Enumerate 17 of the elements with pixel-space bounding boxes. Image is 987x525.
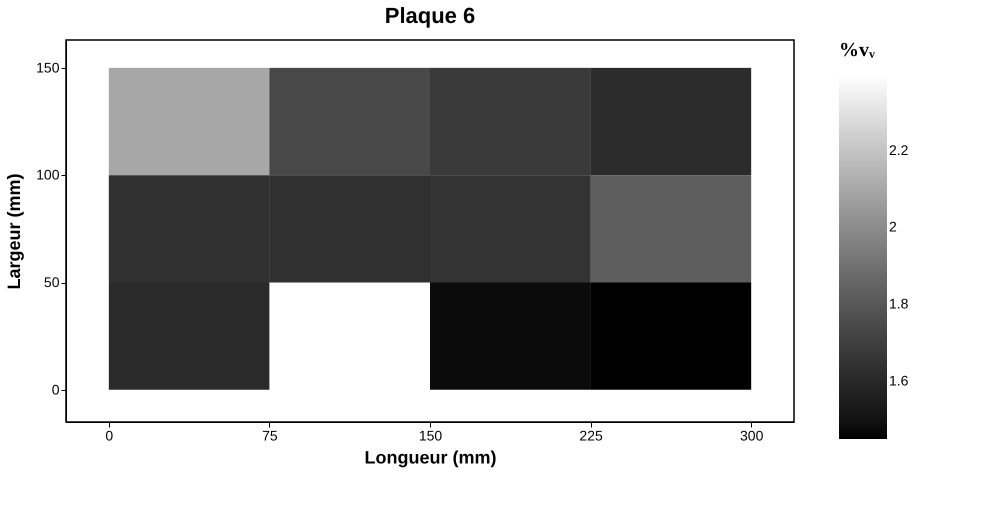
y-tick-label: 100: [36, 166, 60, 183]
color-bar-title: %vᵥ: [839, 39, 875, 61]
x-axis-title: Longueur (mm): [364, 448, 496, 468]
y-tick-label: 0: [52, 381, 60, 398]
y-axis-title: Largeur (mm): [4, 173, 24, 290]
x-tick-label: 150: [418, 428, 442, 444]
y-tick-label: 50: [44, 274, 60, 290]
color-bar-label: 1.6: [889, 372, 909, 388]
x-tick-label: 300: [740, 428, 764, 444]
chart-title: Plaque 6: [384, 3, 476, 28]
color-bar-label: 2.2: [889, 142, 909, 158]
color-bar-label: 2: [889, 218, 897, 235]
x-tick-label: 225: [579, 428, 603, 444]
x-tick-label: 75: [262, 428, 278, 444]
x-tick-label: 0: [105, 428, 114, 444]
color-bar-label: 1.8: [889, 296, 909, 312]
y-tick-label: 150: [36, 59, 60, 76]
